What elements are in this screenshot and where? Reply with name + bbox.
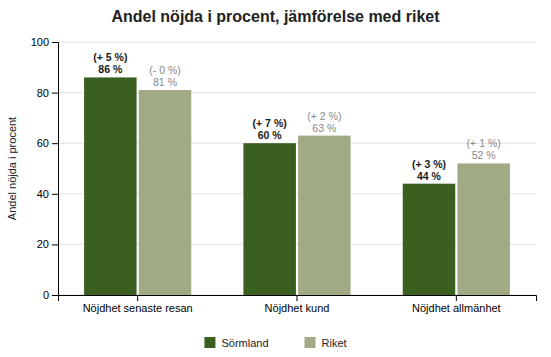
y-tick-mark xyxy=(52,143,58,144)
legend-label: Riket xyxy=(322,337,347,349)
x-tick: Nöjdhet kund xyxy=(265,295,330,314)
y-axis: 0 20 40 60 80 100 xyxy=(31,36,59,301)
change-label: (- 0 %) xyxy=(149,64,181,76)
bar xyxy=(403,184,455,295)
change-label: (+ 5 %) xyxy=(93,51,127,63)
data-labels: 86 %(+ 5 %) 60 %(+ 7 %) 44 %(+ 3 %) 81 %(- … xyxy=(93,51,500,181)
bar xyxy=(457,163,509,295)
legend: Sörmland Riket xyxy=(204,337,346,349)
y-tick: 60 xyxy=(37,137,58,149)
y-tick-label: 80 xyxy=(37,87,49,99)
bar xyxy=(298,136,350,295)
y-tick-label: 40 xyxy=(37,188,49,200)
plot-area: 020406080100Nöjdhet senaste resanNöjdhet… xyxy=(31,36,537,314)
legend-swatch xyxy=(204,337,215,348)
legend-swatch xyxy=(305,337,316,348)
bar xyxy=(84,77,136,295)
y-tick: 20 xyxy=(37,238,58,250)
bar xyxy=(243,143,295,295)
x-tick-mark xyxy=(456,295,457,301)
y-tick-mark xyxy=(52,42,58,43)
x-tick-mark xyxy=(137,295,138,301)
change-label: (+ 1 %) xyxy=(467,137,501,149)
x-axis-line xyxy=(59,296,537,302)
y-tick-mark xyxy=(52,295,58,296)
x-tick-mark xyxy=(297,295,298,301)
y-axis-title: Andel nöjda i procent xyxy=(6,117,18,220)
change-label: (+ 3 %) xyxy=(412,158,446,170)
y-tick: 80 xyxy=(37,87,58,99)
legend-item: Sörmland xyxy=(204,337,268,349)
data-label: 63 % xyxy=(312,122,336,134)
y-tick-label: 20 xyxy=(37,238,49,250)
y-tick: 40 xyxy=(37,188,58,200)
y-axis-line xyxy=(52,43,59,296)
x-tick: Nöjdhet allmänhet xyxy=(412,295,501,314)
legend-item: Riket xyxy=(305,337,347,349)
y-tick: 0 xyxy=(43,289,58,301)
y-tick-mark xyxy=(52,194,58,195)
y-tick-label: 0 xyxy=(43,289,49,301)
data-label: 86 % xyxy=(98,63,123,75)
legend-label: Sörmland xyxy=(221,337,268,349)
bar-series xyxy=(139,90,510,295)
x-axis: Nöjdhet senaste resan Nöjdhet kund Nöjdhet… xyxy=(59,295,537,314)
y-tick-label: 100 xyxy=(31,36,49,48)
x-tick: Nöjdhet senaste resan xyxy=(83,295,193,314)
change-label: (+ 2 %) xyxy=(307,110,341,122)
data-label: 81 % xyxy=(153,76,177,88)
bar xyxy=(139,90,191,295)
y-tick-mark xyxy=(52,244,58,245)
x-tick-label: Nöjdhet kund xyxy=(265,302,330,314)
bar-series xyxy=(84,77,455,295)
data-label: 52 % xyxy=(472,149,496,161)
bars xyxy=(84,77,510,295)
title: Andel nöjda i procent, jämförelse med ri… xyxy=(111,8,440,25)
grid-line xyxy=(58,42,536,43)
y-tick-label: 60 xyxy=(37,137,49,149)
y-tick-mark xyxy=(52,93,58,94)
y-tick: 100 xyxy=(31,36,58,48)
change-label: (+ 7 %) xyxy=(253,117,287,129)
data-label: 44 % xyxy=(417,170,442,182)
grid xyxy=(58,42,536,295)
x-tick-label: Nöjdhet senaste resan xyxy=(83,302,193,314)
x-tick-label: Nöjdhet allmänhet xyxy=(412,302,501,314)
chart: 020406080100Nöjdhet senaste resanNöjdhet… xyxy=(0,0,551,357)
data-label: 60 % xyxy=(258,129,283,141)
